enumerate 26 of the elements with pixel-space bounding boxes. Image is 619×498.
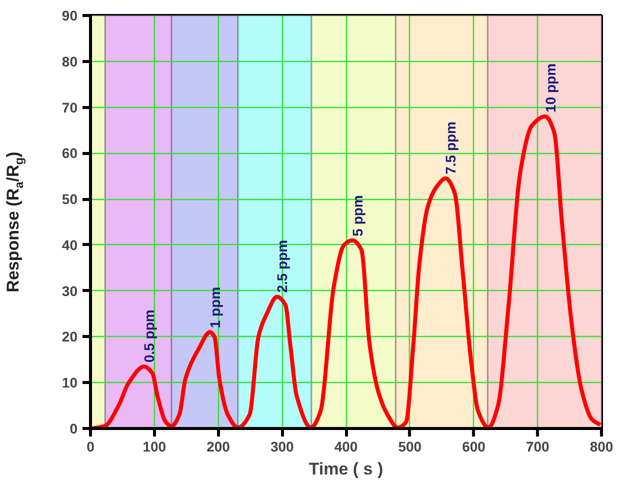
y-tick-label: 40 [62,236,78,253]
x-tick-label: 600 [462,438,486,454]
x-axis-title: Time ( s ) [308,460,384,478]
y-tick-label: 80 [62,53,78,70]
x-tick-label: 400 [334,438,358,454]
y-tick-label: 90 [62,8,78,24]
x-tick-label: 500 [398,438,422,454]
annotation: 5 ppm [349,195,366,236]
annotation: 7.5 ppm [442,122,459,174]
y-tick-label: 20 [62,328,78,345]
annotation: 1 ppm [206,286,223,328]
x-tick-label: 800 [590,438,614,454]
y-tick-label: 60 [62,145,78,162]
y-tick-label: 50 [62,191,78,208]
x-tick-label: 0 [86,438,95,454]
y-tick-label: 30 [62,282,78,299]
y-tick-label: 0 [70,420,78,436]
x-tick-label: 200 [206,438,230,454]
annotation: 2.5 ppm [274,240,290,293]
annotation: 10 ppm [542,63,558,112]
annotation: 0.5 ppm [141,310,158,363]
y-tick-label: 10 [62,374,78,391]
x-tick-label: 300 [270,438,294,454]
x-tick-label: 100 [142,438,166,454]
x-tick-label: 700 [526,438,550,454]
y-tick-label: 70 [62,99,78,116]
